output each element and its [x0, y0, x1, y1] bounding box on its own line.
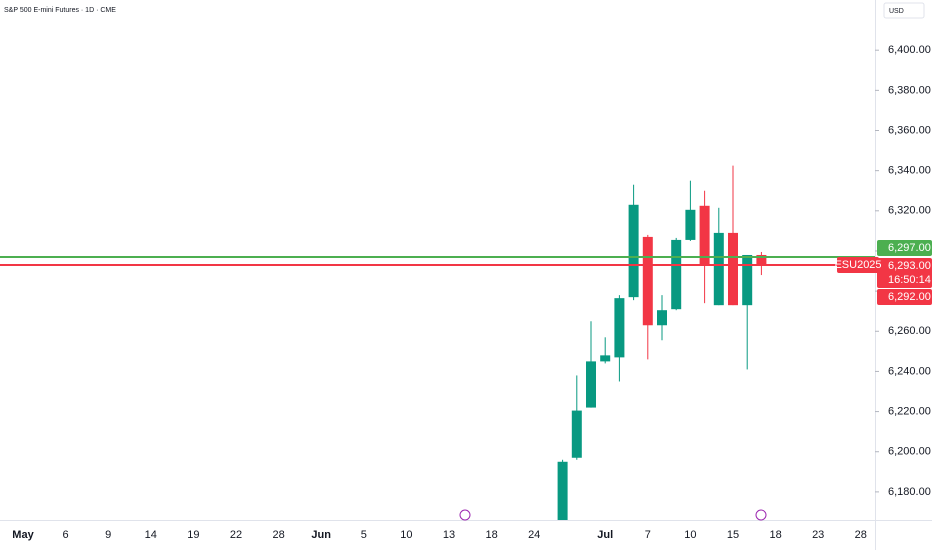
x-tick-label: 10 [684, 529, 696, 541]
x-tick-label: 22 [230, 529, 242, 541]
candle-body [642, 236, 653, 326]
x-tick-label: Jul [597, 529, 613, 541]
x-tick-label: 19 [187, 529, 199, 541]
x-tick-label: 14 [145, 529, 157, 541]
x-tick-label: 28 [272, 529, 284, 541]
countdown: 16:50:14 [888, 274, 931, 286]
y-tick-label: 6,200.00 [888, 446, 931, 458]
x-tick-label: 10 [400, 529, 412, 541]
candle-body [728, 232, 738, 306]
candle-body [614, 298, 625, 358]
y-tick-label: 6,400.00 [888, 44, 931, 56]
price-label-box [877, 239, 932, 256]
price-label: 6,293.00 [888, 260, 931, 272]
candle-body [571, 410, 582, 458]
candle-body [713, 232, 724, 306]
currency-box[interactable] [883, 2, 925, 19]
x-tick-label: Jun [311, 529, 331, 541]
x-tick-label: 18 [769, 529, 781, 541]
x-tick-label: 18 [485, 529, 497, 541]
currency[interactable]: USD [889, 8, 904, 15]
candle-body [628, 204, 639, 298]
candle-body [685, 209, 696, 240]
candle-body [657, 310, 667, 326]
x-tick-label: 7 [645, 529, 651, 541]
event-icon[interactable] [459, 509, 767, 521]
y-tick-label: 6,360.00 [888, 124, 931, 136]
x-tick-label: 9 [105, 529, 111, 541]
candle-body [742, 254, 753, 306]
y-tick-label: 6,180.00 [888, 486, 931, 498]
candle-body [586, 361, 596, 408]
x-tick-label: 5 [361, 529, 367, 541]
candle-body [756, 254, 767, 266]
x-tick-label: 6 [63, 529, 69, 541]
y-tick-label: 6,340.00 [888, 165, 931, 177]
candle-body [671, 239, 682, 310]
symbol-label: ESU2025 [834, 259, 881, 271]
candle-body [557, 461, 568, 520]
y-tick-label: 6,380.00 [888, 84, 931, 96]
x-tick-label: 24 [528, 529, 540, 541]
plot-area [557, 165, 767, 520]
y-tick-label: 6,220.00 [888, 405, 931, 417]
bid-label: 6,292.00 [888, 291, 931, 303]
x-tick-label: 28 [855, 529, 867, 541]
y-tick-label: 6,260.00 [888, 325, 931, 337]
symbol-label-box [837, 257, 879, 274]
x-tick-label: May [12, 529, 34, 541]
chart-title: S&P 500 E-mini Futures · 1D · CME [4, 7, 116, 14]
price-label: 6,297.00 [888, 242, 931, 254]
x-tick-label: 23 [812, 529, 824, 541]
candle-body [699, 205, 710, 266]
x-tick-label: 13 [443, 529, 455, 541]
price-label-box [877, 257, 932, 288]
x-tick-label: 15 [727, 529, 739, 541]
bid-label-box [877, 288, 932, 305]
candle-body [600, 355, 611, 362]
y-tick-label: 6,240.00 [888, 365, 931, 377]
y-tick-label: 6,320.00 [888, 205, 931, 217]
